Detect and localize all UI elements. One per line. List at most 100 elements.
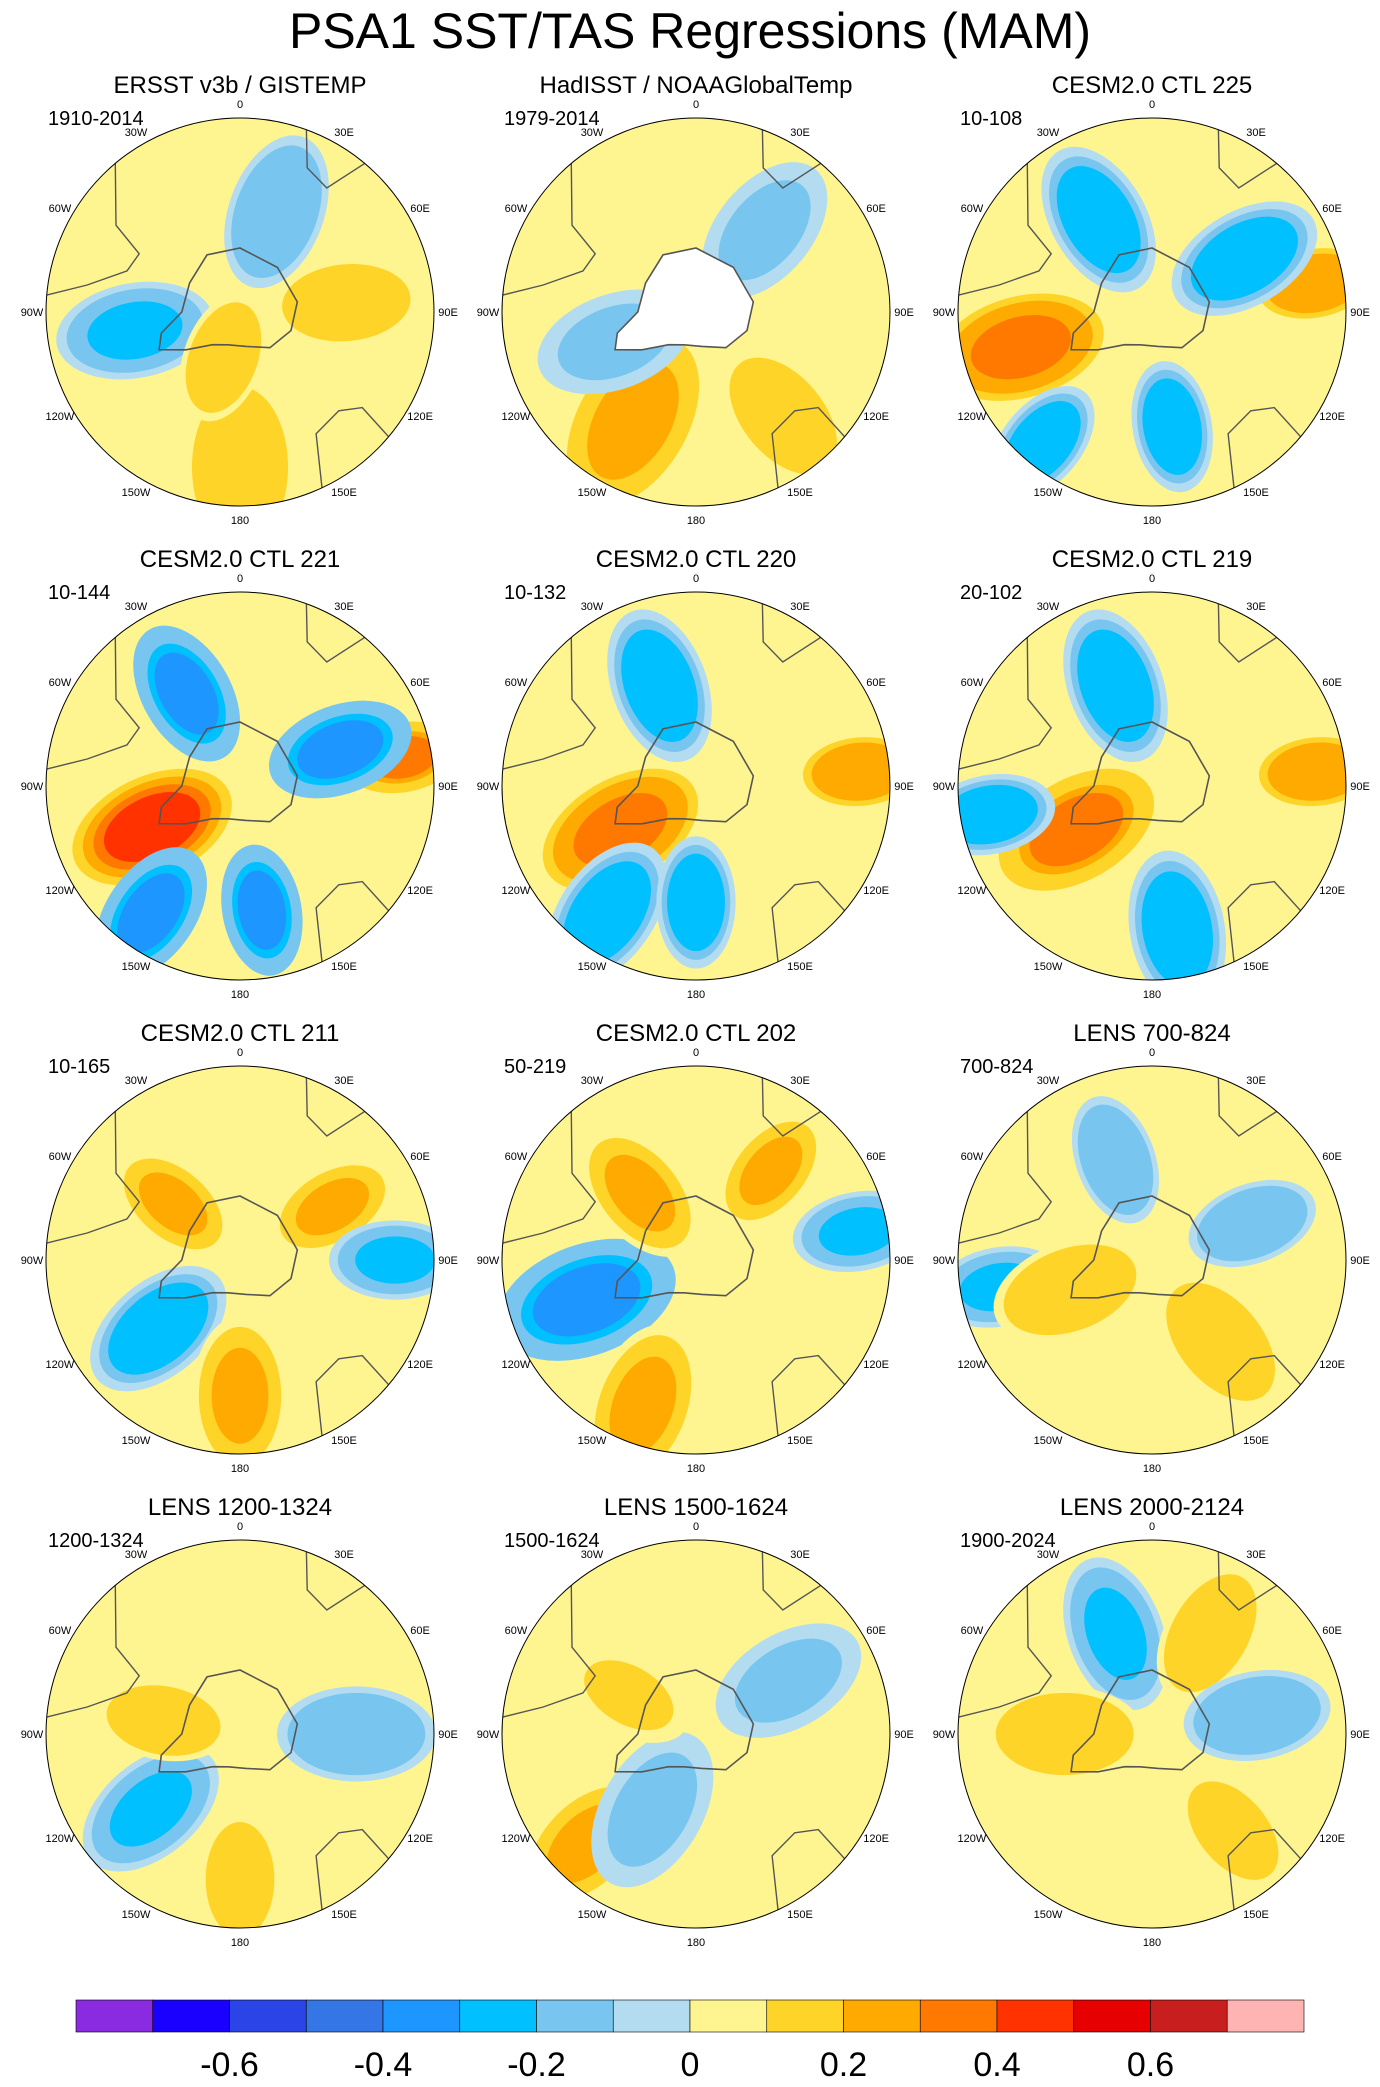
anomaly-contour <box>109 1771 192 1847</box>
antarctica-coastline <box>614 1195 755 1299</box>
continent-coastline <box>761 603 822 663</box>
colorbar-swatch <box>305 1999 384 2033</box>
colorbar-tick-label: 0.6 <box>1127 2046 1174 2084</box>
continent-coastline <box>305 603 366 663</box>
colorbar-tick-label: -0.4 <box>354 2046 413 2084</box>
longitude-label: 120W <box>46 885 75 897</box>
anomaly-field <box>958 1066 1346 1454</box>
anomaly-contour <box>1084 639 1147 732</box>
continent-coastline <box>305 1551 366 1611</box>
map-border <box>501 117 891 507</box>
longitude-label: 150E <box>787 961 813 973</box>
anomaly-contour <box>970 315 1071 380</box>
longitude-label: 30E <box>790 1549 810 1561</box>
anomaly-contour <box>726 189 803 272</box>
map-panel: CESM2.0 CTL 225 10-108 0 30E 60E 90E 120E 150E 1… <box>932 72 1372 542</box>
anomaly-contour <box>1182 1300 1259 1383</box>
longitude-label: 120W <box>958 1833 987 1845</box>
polar-map: 0 30E 60E 90E 120E 150E 180 150W 120W 90W 60W 30W <box>933 99 1370 527</box>
panel-title: CESM2.0 CTL 220 <box>595 546 797 573</box>
longitude-label: 150E <box>331 487 357 499</box>
longitude-label: 90E <box>894 1255 914 1267</box>
continent-coastline <box>761 1551 822 1611</box>
antarctica-coastline <box>614 247 755 351</box>
panel-title: LENS 1200-1324 <box>147 1494 333 1521</box>
polar-map: 0 30E 60E 90E 120E 150E 180 150W 120W 90W 60W 30W <box>21 99 458 527</box>
longitude-label: 150W <box>1034 1909 1063 1921</box>
antarctica-coastline <box>1070 1669 1211 1773</box>
continent-coastline <box>46 1111 141 1244</box>
longitude-label: 120E <box>863 885 889 897</box>
panel-title: ERSST v3b / GISTEMP <box>113 72 367 99</box>
longitude-label: 150W <box>1034 961 1063 973</box>
map-panel: CESM2.0 CTL 219 20-102 0 30E 60E 90E 120E 150E 1… <box>932 546 1372 1016</box>
longitude-label: 150W <box>122 1909 151 1921</box>
continent-coastline <box>1217 129 1278 189</box>
map-panel: CESM2.0 CTL 220 10-132 0 30E 60E 90E 120E 150E 1… <box>476 546 916 1016</box>
longitude-label: 60W <box>49 1625 72 1637</box>
panel-period: 1979-2014 <box>504 108 600 130</box>
colorbar-swatch <box>1073 1999 1151 2033</box>
longitude-label: 150W <box>122 487 151 499</box>
longitude-label: 150E <box>1243 1435 1269 1447</box>
antarctica-coastline <box>614 1669 755 1773</box>
anomaly-contour <box>1213 1197 1291 1250</box>
anomaly-field <box>958 592 1346 980</box>
continent-coastline <box>502 1585 597 1718</box>
longitude-label: 0 <box>693 1521 699 1533</box>
continent-coastline <box>502 637 597 770</box>
antarctica-coastline <box>614 721 755 825</box>
polar-map: 0 30E 60E 90E 120E 150E 180 150W 120W 90W 60W 30W <box>933 1047 1370 1475</box>
polar-map: 0 30E 60E 90E 120E 150E 180 150W 120W 90W 60W 30W <box>21 573 458 1001</box>
colorbar-tick-label: -0.2 <box>507 2046 566 2084</box>
antarctica-coastline <box>1070 1195 1211 1299</box>
longitude-label: 30E <box>1246 127 1266 139</box>
panel-title: CESM2.0 CTL 219 <box>1051 546 1253 573</box>
continent-coastline <box>305 1077 366 1137</box>
map-border <box>957 1065 1347 1455</box>
longitude-label: 120E <box>863 1833 889 1845</box>
panel-period: 1500-1624 <box>504 1530 600 1552</box>
longitude-label: 60W <box>961 203 984 215</box>
longitude-label: 150W <box>122 1435 151 1447</box>
continent-coastline <box>771 1828 846 1910</box>
longitude-label: 60E <box>1322 1151 1342 1163</box>
colorbar-swatch <box>1226 1999 1305 2033</box>
longitude-label: 120E <box>1319 1359 1345 1371</box>
longitude-label: 150E <box>1243 1909 1269 1921</box>
longitude-label: 30E <box>334 127 354 139</box>
polar-map: 0 30E 60E 90E 120E 150E 180 150W 120W 90W 60W 30W <box>477 1521 914 1949</box>
map-panel: CESM2.0 CTL 221 10-144 0 30E 60E 90E 120E 150E 1… <box>20 546 460 1016</box>
longitude-label: 0 <box>237 1047 243 1059</box>
panel-period: 10-144 <box>48 582 111 604</box>
panel-title: CESM2.0 CTL 221 <box>139 546 341 573</box>
colorbar-swatch <box>843 1999 921 2033</box>
longitude-label: 180 <box>1143 1463 1161 1475</box>
longitude-label: 60E <box>866 677 886 689</box>
anomaly-contour <box>211 1347 269 1444</box>
longitude-label: 0 <box>693 573 699 585</box>
anomaly-contour <box>295 1178 370 1236</box>
longitude-label: 60E <box>866 1151 886 1163</box>
longitude-label: 60E <box>1322 203 1342 215</box>
panel-period: 1200-1324 <box>48 1530 144 1552</box>
longitude-label: 30E <box>334 1075 354 1087</box>
longitude-label: 90W <box>21 1255 44 1267</box>
longitude-label: 150W <box>578 1435 607 1447</box>
colorbar-tick-label: 0.4 <box>973 2046 1020 2084</box>
longitude-label: 90W <box>477 307 500 319</box>
longitude-label: 0 <box>237 1521 243 1533</box>
anomaly-field <box>502 118 890 506</box>
longitude-label: 90E <box>438 1729 458 1741</box>
continent-coastline <box>771 406 846 488</box>
map-panel: LENS 700-824 700-824 0 30E 60E 90E 120E 150E 180… <box>932 1020 1372 1490</box>
anomaly-contour <box>1276 747 1346 796</box>
anomaly-field <box>502 1540 890 1928</box>
anomaly-contour <box>744 1646 833 1716</box>
colorbar-swatch <box>689 1999 768 2033</box>
longitude-label: 0 <box>237 99 243 111</box>
longitude-label: 90W <box>933 1255 956 1267</box>
longitude-label: 150E <box>331 961 357 973</box>
longitude-label: 60E <box>410 203 430 215</box>
longitude-label: 120W <box>46 411 75 423</box>
